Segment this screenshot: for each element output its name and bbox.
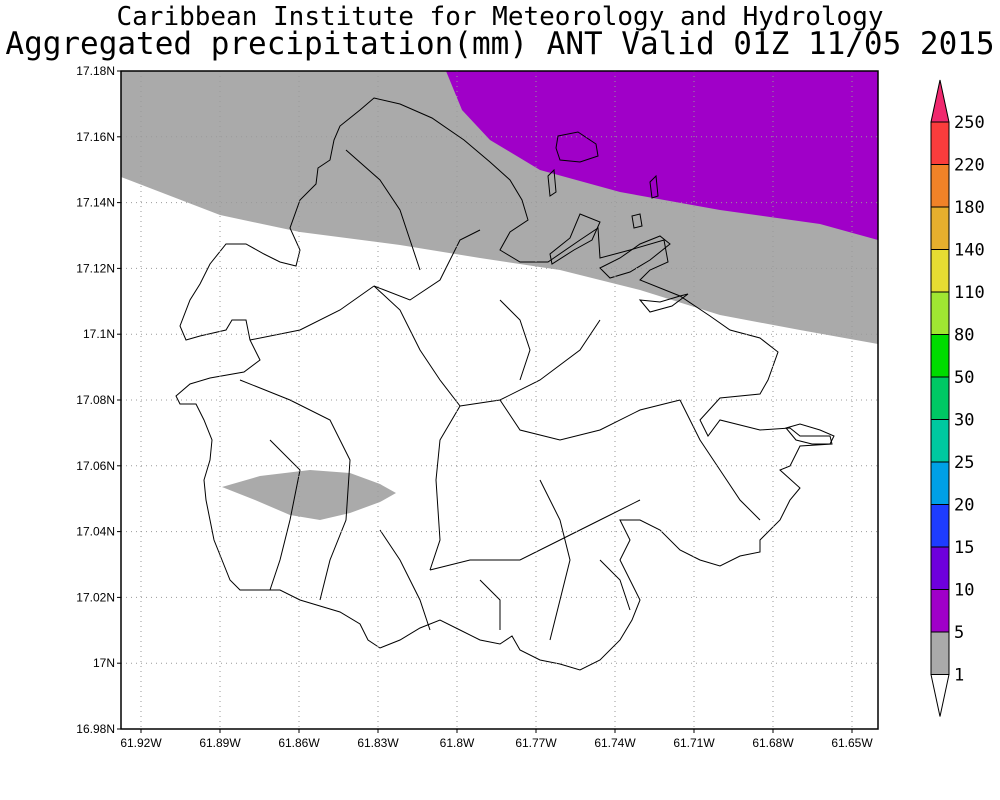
colorbar-level-label: 50: [954, 368, 974, 388]
boundary-9: [499, 399, 681, 441]
lon-tick-label: 61.71W: [673, 736, 715, 750]
lat-tick-label: 17.04N: [76, 525, 115, 539]
outer-islet-north-2: [649, 174, 659, 199]
outer-islet-long-island: [599, 235, 671, 279]
precip-area-purple-ne: [446, 71, 878, 240]
colorbar-level-label: 250: [954, 113, 985, 133]
map-subtitle: Aggregated precipitation(mm) ANT Valid 0…: [5, 26, 995, 62]
outer-islet-east: [785, 423, 835, 445]
colorbar-level-label: 220: [954, 156, 985, 176]
colorbar-swatch: [930, 164, 950, 208]
colorbar-swatch: [930, 206, 950, 250]
lat-tick-label: 17N: [93, 656, 115, 670]
lon-tick-label: 61.74W: [594, 736, 636, 750]
map-title: Caribbean Institute for Meteorology and …: [116, 2, 884, 32]
colorbar-swatch: [930, 461, 950, 505]
outer-islet-north-1: [547, 168, 557, 197]
lat-tick-label: 17.1N: [83, 327, 115, 341]
colorbar-level-label: 10: [954, 581, 974, 601]
lat-tick-label: 16.98N: [76, 722, 115, 736]
boundary-7: [539, 479, 571, 641]
colorbar-bottom-arrow: [930, 674, 950, 717]
colorbar-swatch: [930, 249, 950, 293]
boundary-10: [379, 529, 431, 631]
colorbar-swatch: [930, 419, 950, 463]
lon-tick-label: 61.83W: [357, 736, 399, 750]
gridlines: [121, 71, 878, 729]
colorbar-level-label: 20: [954, 496, 974, 516]
precip-area-grey-sw: [222, 470, 396, 520]
lat-tick-label: 17.16N: [76, 130, 115, 144]
colorbar-swatch: [930, 121, 950, 165]
lon-tick-label: 61.8W: [440, 736, 475, 750]
coastline: [175, 97, 833, 671]
outer-islet-north-3: [631, 213, 643, 229]
boundary-5: [239, 379, 351, 601]
colorbar-level-label: 1: [954, 666, 964, 686]
precipitation-shading: [121, 71, 878, 520]
colorbar-top-arrow: [930, 79, 950, 123]
boundary-4: [249, 285, 375, 341]
colorbar-level-label: 5: [954, 623, 964, 643]
lat-tick-label: 17.06N: [76, 459, 115, 473]
lat-tick-label: 17.02N: [76, 590, 115, 604]
lon-tick-label: 61.92W: [120, 736, 162, 750]
boundary-8: [345, 149, 421, 271]
lat-tick-label: 17.12N: [76, 261, 115, 275]
lon-tick-label: 61.68W: [752, 736, 794, 750]
colorbar-swatch: [930, 376, 950, 420]
boundary-3: [373, 229, 481, 301]
colorbar-level-label: 15: [954, 538, 974, 558]
boundary-12: [679, 399, 761, 521]
lon-tick-label: 61.65W: [831, 736, 873, 750]
boundary-1: [373, 285, 461, 571]
colorbar-swatch: [930, 504, 950, 548]
colorbar-level-label: 110: [954, 283, 985, 303]
boundary-2: [459, 319, 601, 407]
colorbar-level-label: 140: [954, 241, 985, 261]
outer-islet-great-bird: [555, 131, 599, 163]
colorbar-swatch: [930, 334, 950, 378]
colorbar-level-label: 80: [954, 326, 974, 346]
lon-tick-label: 61.77W: [515, 736, 557, 750]
lat-tick-label: 17.18N: [76, 64, 115, 78]
colorbar-level-label: 30: [954, 411, 974, 431]
lat-tick-label: 17.08N: [76, 393, 115, 407]
plot-frame: [120, 70, 879, 730]
boundary-6: [429, 499, 641, 571]
lat-tick-label: 17.14N: [76, 196, 115, 210]
colorbar-level-label: 180: [954, 198, 985, 218]
colorbar-swatch: [930, 589, 950, 633]
outer-islet-north-4: [549, 213, 601, 265]
colorbar-swatch: [930, 291, 950, 335]
boundary-11: [269, 439, 301, 591]
colorbar-swatch: [930, 631, 950, 675]
boundary-15: [479, 579, 501, 630]
island-outline: [175, 97, 835, 671]
colorbar-level-label: 25: [954, 453, 974, 473]
outer-islet-ne-chain: [638, 293, 689, 313]
parish-boundaries: [239, 149, 761, 641]
boundary-14: [599, 559, 631, 611]
boundary-13: [499, 299, 531, 381]
lon-tick-label: 61.86W: [278, 736, 320, 750]
lon-tick-label: 61.89W: [199, 736, 241, 750]
axis-ticks: 17.18N 17.16N 17.14N 17.12N 17.1N 17.08N 17.06…: [76, 64, 873, 750]
colorbar: 250 220 180 140 110 80 50 30 25 20 15 10 5 1: [930, 79, 985, 717]
colorbar-swatch: [930, 546, 950, 590]
